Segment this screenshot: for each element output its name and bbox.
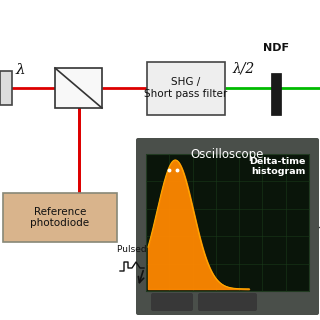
FancyBboxPatch shape — [55, 68, 102, 108]
FancyBboxPatch shape — [146, 154, 309, 291]
Text: Pulsed Signal: Pulsed Signal — [117, 245, 178, 254]
FancyBboxPatch shape — [136, 138, 319, 315]
Text: Oscilloscope: Oscilloscope — [191, 148, 264, 161]
FancyBboxPatch shape — [271, 73, 281, 115]
FancyBboxPatch shape — [0, 71, 12, 105]
Text: SHG /
Short pass filter: SHG / Short pass filter — [144, 77, 228, 99]
FancyBboxPatch shape — [198, 293, 257, 311]
Text: NDF: NDF — [263, 43, 289, 53]
Text: Reference
photodiode: Reference photodiode — [30, 207, 90, 228]
Text: λ/2: λ/2 — [233, 61, 255, 75]
FancyBboxPatch shape — [147, 62, 225, 115]
FancyBboxPatch shape — [151, 293, 193, 311]
Text: Delta-time
histogram: Delta-time histogram — [250, 157, 306, 176]
FancyBboxPatch shape — [3, 193, 117, 242]
Text: λ: λ — [15, 63, 25, 77]
